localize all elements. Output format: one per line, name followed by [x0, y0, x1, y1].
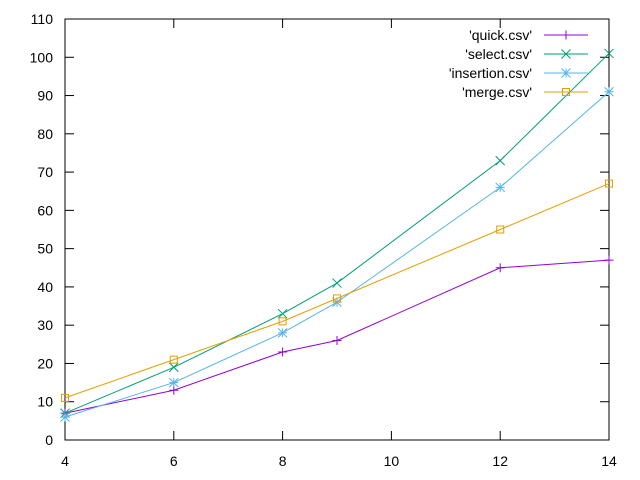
- data-point: [332, 335, 342, 345]
- y-tick-label: 10: [37, 394, 53, 410]
- y-tick-label: 30: [37, 317, 53, 333]
- series-line: [64, 91, 610, 418]
- data-point: [604, 86, 614, 97]
- data-point: [332, 278, 342, 288]
- data-point: [605, 179, 613, 188]
- data-point: [277, 327, 288, 338]
- x-tick-label: 6: [170, 453, 178, 469]
- data-point: [604, 48, 614, 59]
- data-point: [333, 294, 341, 303]
- data-point: [561, 30, 571, 40]
- series-3: [61, 179, 613, 402]
- series-line: [64, 183, 610, 399]
- data-point: [169, 355, 178, 364]
- data-point: [60, 412, 70, 422]
- legend-entry: 'merge.csv': [462, 84, 588, 100]
- x-tick-label: 14: [601, 453, 617, 469]
- legend: 'quick.csv' 'select.csv' 'insertion.csv' 'm…: [449, 27, 588, 100]
- y-tick-label: 0: [45, 432, 53, 448]
- y-tick-label: 50: [37, 241, 53, 257]
- data-point: [495, 263, 505, 273]
- x-tick-label: 10: [384, 453, 400, 469]
- y-tick-label: 60: [37, 202, 53, 218]
- legend-label: 'quick.csv': [469, 27, 532, 43]
- y-tick-label: 90: [37, 88, 53, 104]
- series-1: [60, 48, 614, 419]
- data-point: [495, 155, 506, 166]
- data-point: [561, 68, 571, 78]
- series-0: [60, 255, 614, 418]
- x-tick-label: 8: [279, 453, 287, 469]
- data-point: [562, 88, 570, 96]
- legend-label: 'merge.csv': [462, 84, 532, 100]
- y-tick-label: 20: [37, 355, 53, 371]
- legend-entry: 'insertion.csv': [449, 65, 588, 81]
- legend-label: 'insertion.csv': [449, 65, 532, 81]
- data-point: [278, 347, 288, 357]
- y-tick-label: 70: [37, 164, 53, 180]
- data-point: [496, 225, 505, 234]
- series-2: [60, 86, 614, 422]
- series-layer: [60, 48, 614, 422]
- plot-frame: [64, 18, 610, 441]
- series-line: [64, 259, 610, 414]
- y-tick-label: 40: [37, 279, 53, 295]
- data-point: [61, 393, 69, 402]
- plot-axes: 0 10 20 30 40 50 60 70 80 90 100 110 4 6 8 10 12 14: [30, 11, 617, 469]
- data-point: [278, 317, 287, 326]
- x-tick-label: 4: [61, 453, 69, 469]
- data-point: [495, 182, 506, 193]
- legend-label: 'select.csv': [465, 46, 532, 62]
- y-tick-label: 110: [31, 11, 54, 27]
- data-point: [561, 49, 571, 59]
- legend-entry: 'select.csv': [465, 46, 588, 62]
- series-line: [64, 53, 610, 414]
- x-tick-label: 12: [492, 453, 508, 469]
- data-point: [168, 377, 179, 388]
- y-tick-label: 100: [30, 49, 54, 65]
- y-tick-label: 80: [37, 126, 53, 142]
- data-point: [277, 308, 288, 319]
- data-point: [604, 255, 614, 265]
- legend-entry: 'quick.csv': [469, 27, 588, 43]
- data-point: [168, 362, 179, 373]
- data-point: [169, 385, 179, 395]
